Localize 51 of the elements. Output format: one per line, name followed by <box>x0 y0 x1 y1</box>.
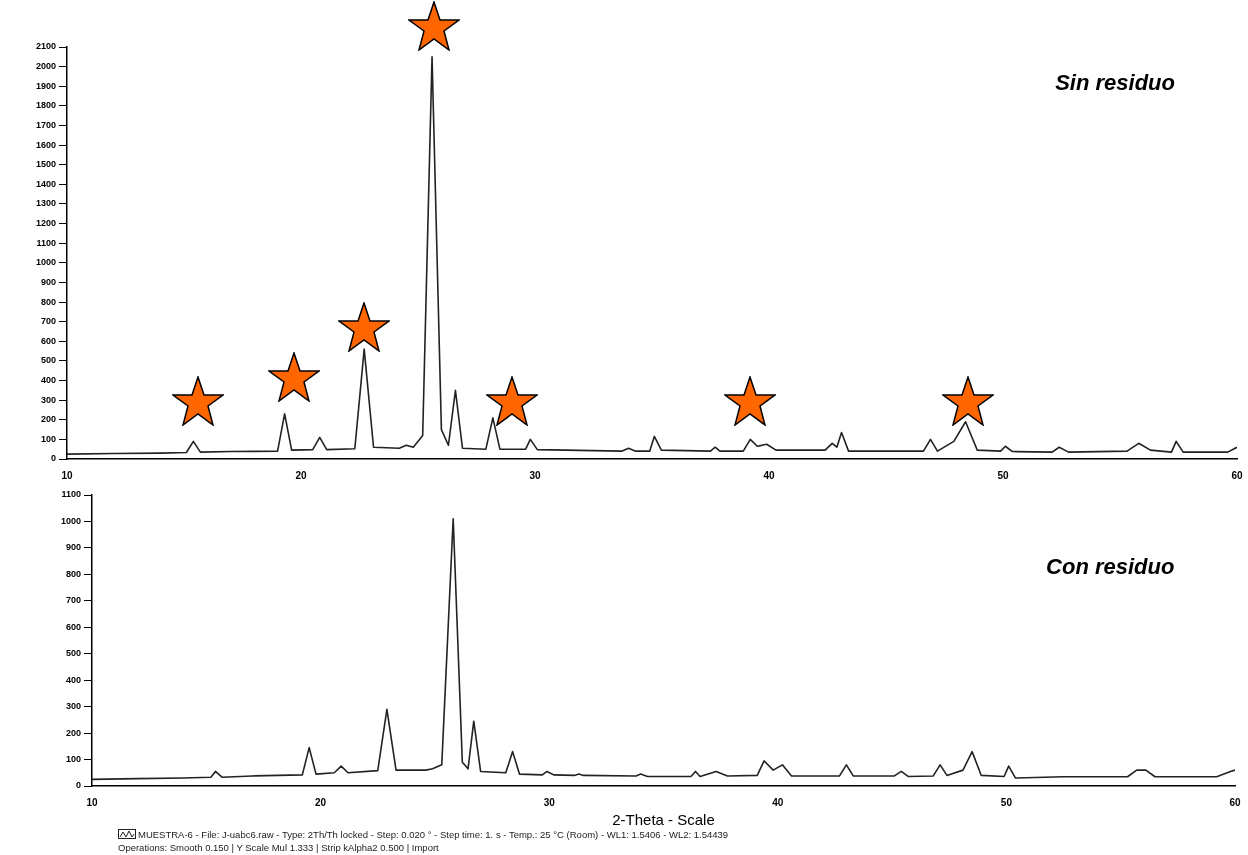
text: Con residuo <box>1046 553 1175 579</box>
y-tick-label: 1600 <box>35 139 56 150</box>
y-tick-label: 800 <box>65 568 81 579</box>
x-tick-label: 60 <box>1229 796 1241 808</box>
x-tick-label: 50 <box>997 469 1009 481</box>
y-tick-label: 500 <box>40 355 56 366</box>
y-tick-label: 200 <box>65 727 81 738</box>
x-tick-label: 60 <box>1231 469 1243 481</box>
y-tick-label: 1000 <box>35 257 56 268</box>
y-tick-label: 0 <box>75 780 81 791</box>
y-tick-label: 1800 <box>35 100 56 111</box>
y-tick-label: 800 <box>40 296 56 307</box>
y-tick-label: 500 <box>65 648 81 659</box>
y-tick-label: 0 <box>50 453 56 464</box>
y-tick-label: 1400 <box>35 178 56 189</box>
y-tick-label: 200 <box>40 414 56 425</box>
y-tick-label: 400 <box>40 375 56 386</box>
y-tick-label: 400 <box>65 674 81 685</box>
y-tick-label: 1100 <box>61 489 81 500</box>
y-tick-label: 1500 <box>35 159 56 170</box>
y-tick-label: 600 <box>40 335 56 346</box>
x-tick-label: 30 <box>543 796 556 808</box>
y-tick-label: 100 <box>40 433 56 444</box>
y-tick-label: 700 <box>40 316 56 327</box>
y-tick-label: 1100 <box>36 237 56 248</box>
y-tick-label: 700 <box>65 595 81 606</box>
y-tick-label: 300 <box>65 701 81 712</box>
y-tick-label: 1000 <box>60 515 81 526</box>
y-tick-label: 1900 <box>35 80 56 91</box>
x-tick-label: 20 <box>295 469 307 481</box>
y-tick-label: 1700 <box>35 119 56 130</box>
y-tick-label: 1300 <box>35 198 56 209</box>
y-tick-label: 300 <box>40 394 56 405</box>
x-tick-label: 30 <box>529 469 541 481</box>
y-tick-label: 100 <box>65 754 81 765</box>
text: MUESTRA-6 - File: J-uabc6.raw - Type: 2Th/Th locked - Step: 0.020 ° - Step time: 1. s - Temp.: 25 °C (Room) - WL1: 1.5406 - WL2: 1.54439 <box>137 829 729 842</box>
x-tick-label: 40 <box>772 796 784 808</box>
x-tick-label: 20 <box>315 796 327 808</box>
y-tick-label: 900 <box>65 542 81 553</box>
x-tick-label: 50 <box>1000 796 1013 808</box>
x-tick-label: 10 <box>61 469 73 481</box>
x-axis-title: 2-Theta - Scale <box>612 811 715 829</box>
text: Sin residuo <box>1055 70 1175 96</box>
x-tick-label: 10 <box>86 796 98 808</box>
x-tick-label: 40 <box>763 469 775 481</box>
y-tick-label: 2000 <box>35 61 56 72</box>
y-tick-label: 2100 <box>35 41 56 52</box>
y-tick-label: 1200 <box>35 218 56 229</box>
text: Operations: Smooth 0.150 | Y Scale Mul 1.333 | Strip kAlpha2 0.500 | Import <box>118 842 440 854</box>
y-tick-label: 900 <box>40 276 56 287</box>
y-tick-label: 600 <box>65 621 81 632</box>
